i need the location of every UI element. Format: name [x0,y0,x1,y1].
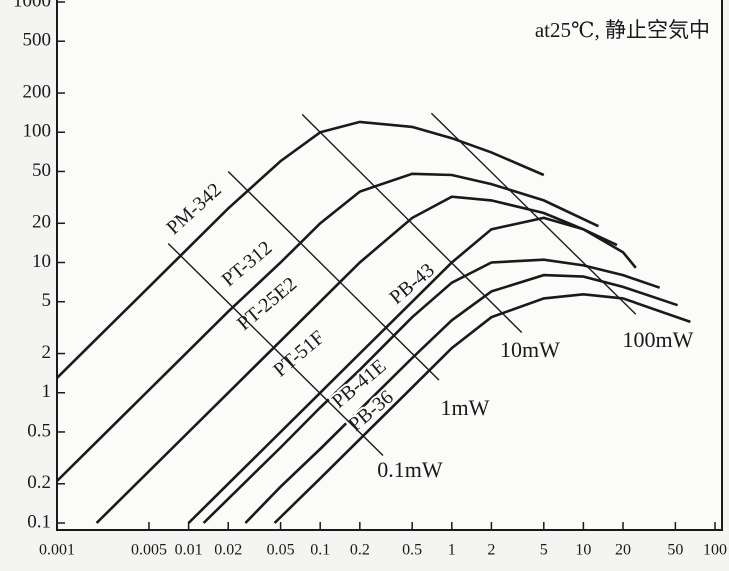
x-tick-label: 0.2 [350,542,370,559]
x-tick-label: 1 [448,542,456,559]
y-tick-label: 0.2 [27,472,51,493]
plot-frame [56,0,723,531]
curve [187,216,637,524]
power-label: 1mW [441,395,490,420]
y-tick-label: 1 [42,381,52,402]
curve [56,172,599,482]
curve [244,273,679,524]
y-tick-label: 0.1 [27,511,51,532]
x-tick-label: 10 [575,542,591,559]
x-tick-label: 0.05 [267,542,295,559]
annotation: at25℃, 静止空気中 [535,18,710,42]
y-tick-label: 20 [32,212,51,233]
power-label: 100mW [623,327,694,352]
power-line [167,243,384,456]
x-tick-label: 0.1 [310,542,330,559]
x-tick-label: 2 [487,542,495,559]
y-tick-label: 500 [23,30,52,51]
y-tick-label: 5 [42,290,52,311]
y-tick-label: 2 [42,342,52,363]
x-tick-label: 0.5 [402,542,422,559]
x-tick-label: 50 [667,542,683,559]
x-tick-label: 0.001 [39,542,75,559]
y-tick-label: 10 [32,251,51,272]
power-label: 0.1mW [377,457,443,482]
curve [273,292,691,524]
y-tick-label: 1000 [13,0,51,11]
curve [95,195,618,524]
x-tick-label: 100 [703,542,727,559]
curve [202,258,661,524]
power-line [227,171,440,381]
y-tick-label: 0.5 [27,420,51,441]
power-line [301,113,523,333]
y-tick-label: 100 [23,121,52,142]
x-tick-label: 0.01 [175,542,203,559]
x-tick-label: 0.02 [214,542,242,559]
x-tick-label: 0.005 [131,542,167,559]
x-tick-label: 20 [615,542,631,559]
y-tick-label: 50 [32,160,51,181]
x-tick-label: 5 [540,542,548,559]
y-tick-label: 200 [23,81,52,102]
power-label: 10mW [500,337,560,362]
power-line [430,112,637,315]
